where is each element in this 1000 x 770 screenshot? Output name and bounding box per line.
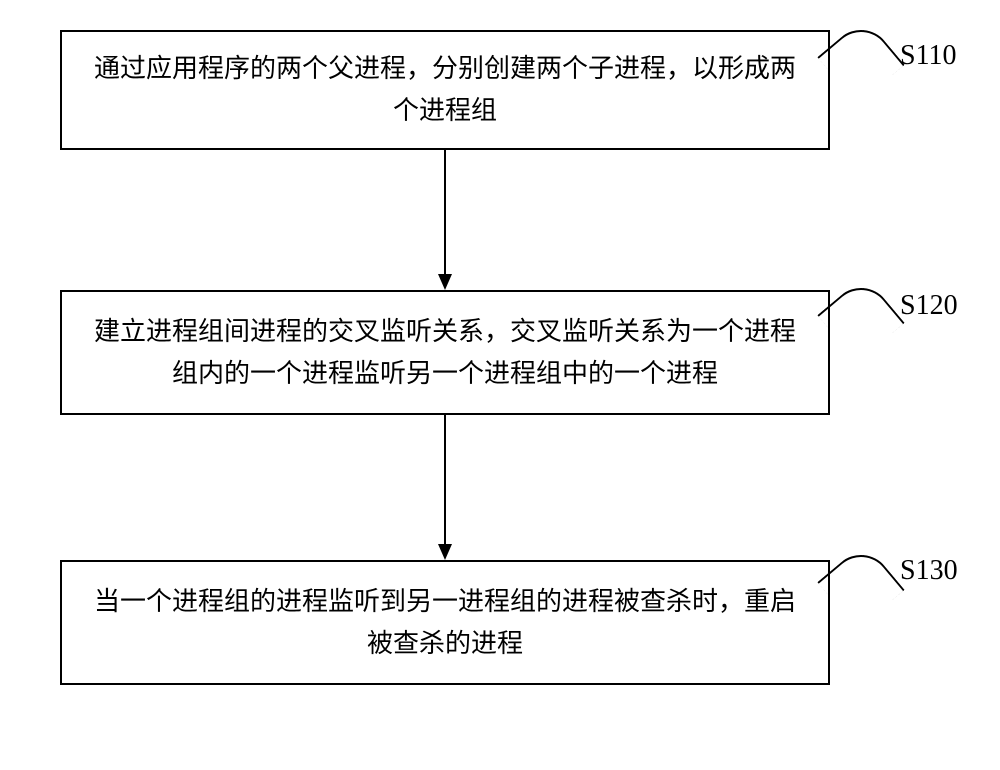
flow-step-s110-label: S110 xyxy=(900,40,957,72)
flow-step-s120-label: S120 xyxy=(900,290,958,322)
label-connector-s110 xyxy=(817,17,904,104)
flow-step-s110: 通过应用程序的两个父进程，分别创建两个子进程，以形成两个进程组 xyxy=(60,30,830,150)
flow-step-s130: 当一个进程组的进程监听到另一进程组的进程被查杀时，重启被查杀的进程 xyxy=(60,560,830,685)
label-connector-s130 xyxy=(817,542,904,629)
arrow-s120-to-s130 xyxy=(435,415,455,560)
flow-step-s120-text: 建立进程组间进程的交叉监听关系，交叉监听关系为一个进程组内的一个进程监听另一个进… xyxy=(82,311,808,394)
flow-step-s130-text: 当一个进程组的进程监听到另一进程组的进程被查杀时，重启被查杀的进程 xyxy=(82,581,808,664)
label-connector-s120 xyxy=(817,275,904,362)
arrow-s110-to-s120 xyxy=(435,150,455,290)
flow-step-s130-label: S130 xyxy=(900,555,958,587)
flow-step-s110-text: 通过应用程序的两个父进程，分别创建两个子进程，以形成两个进程组 xyxy=(82,48,808,131)
flow-step-s120: 建立进程组间进程的交叉监听关系，交叉监听关系为一个进程组内的一个进程监听另一个进… xyxy=(60,290,830,415)
